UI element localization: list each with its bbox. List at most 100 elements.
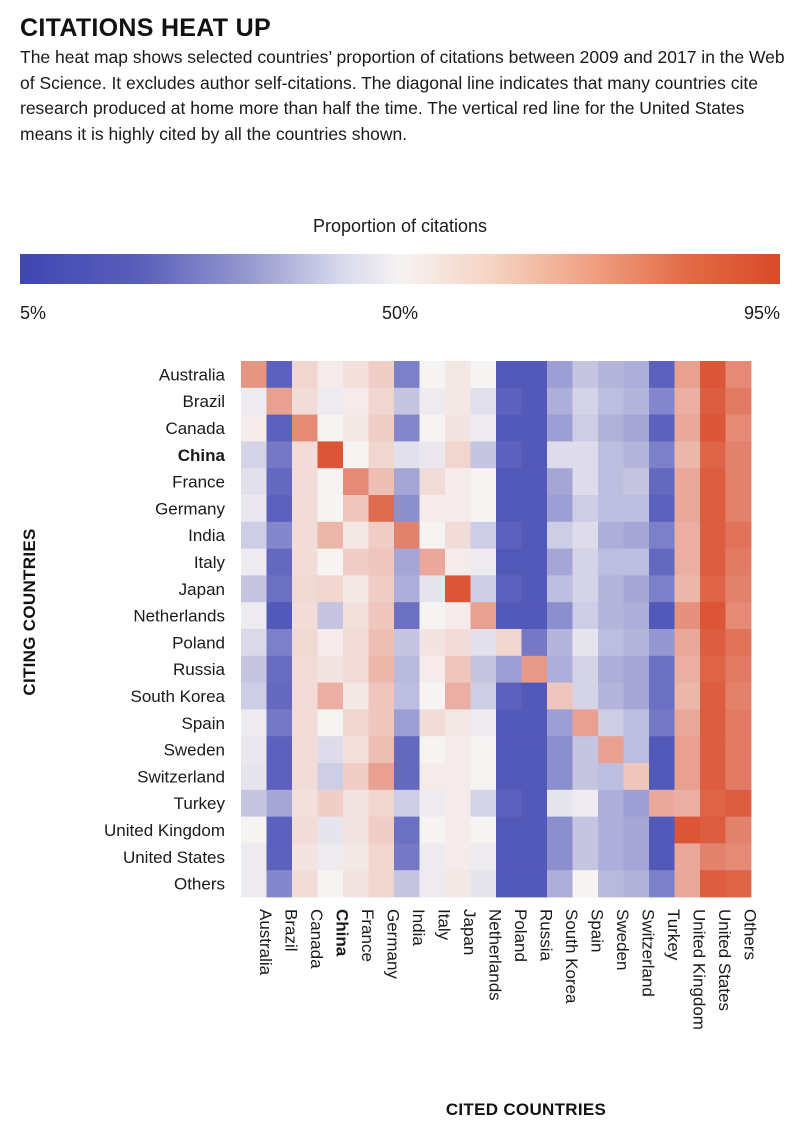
heatmap-cell-switzerland-russia: [521, 763, 548, 791]
heatmap-cell-switzerland-switzerland: [623, 763, 650, 791]
heatmap-cell-spain-canada: [292, 709, 318, 737]
heatmap-cell-united-kingdom-others: [725, 816, 752, 844]
heatmap-cell-united-kingdom-united-states: [700, 816, 726, 844]
row-label-brazil: Brazil: [182, 392, 225, 411]
heatmap-cell-netherlands-china: [317, 602, 344, 630]
heatmap-cell-canada-others: [725, 414, 752, 442]
heatmap-cell-india-netherlands: [470, 521, 497, 549]
heatmap-cell-spain-turkey: [649, 709, 675, 737]
heatmap-cell-turkey-japan: [445, 789, 471, 817]
heatmap-cell-canada-spain: [572, 414, 599, 442]
heatmap-cell-japan-spain: [572, 575, 599, 603]
heatmap-cell-turkey-south-korea: [547, 789, 573, 817]
heatmap-cell-south-korea-italy: [419, 682, 446, 710]
heatmap-cell-russia-others: [725, 655, 752, 683]
heatmap-cell-france-sweden: [598, 468, 624, 496]
heatmap-cell-united-kingdom-canada: [292, 816, 318, 844]
heatmap-cell-united-states-switzerland: [623, 843, 650, 871]
heatmap-cell-turkey-poland: [496, 789, 522, 817]
heatmap-cell-china-spain: [572, 441, 599, 469]
heatmap-cell-germany-japan: [445, 495, 471, 523]
heatmap-cell-south-korea-sweden: [598, 682, 624, 710]
heatmap-cell-russia-germany: [368, 655, 395, 683]
heatmap-cell-others-australia: [241, 870, 267, 898]
heatmap-cell-canada-russia: [521, 414, 548, 442]
heatmap-cell-sweden-netherlands: [470, 736, 497, 764]
heatmap-cell-sweden-germany: [368, 736, 395, 764]
heatmap-cell-france-united-kingdom: [674, 468, 701, 496]
heatmap-cell-united-states-spain: [572, 843, 599, 871]
heatmap-cell-russia-south-korea: [547, 655, 573, 683]
heatmap-cell-france-spain: [572, 468, 599, 496]
heatmap-cell-south-korea-united-kingdom: [674, 682, 701, 710]
heatmap-cell-united-kingdom-sweden: [598, 816, 624, 844]
heatmap-cell-brazil-australia: [241, 387, 267, 415]
heatmap-cell-united-kingdom-germany: [368, 816, 395, 844]
heatmap-cell-poland-germany: [368, 629, 395, 657]
heatmap-cell-germany-south-korea: [547, 495, 573, 523]
heatmap-cell-brazil-netherlands: [470, 387, 497, 415]
heatmap-cell-france-south-korea: [547, 468, 573, 496]
heatmap-cell-switzerland-united-kingdom: [674, 763, 701, 791]
heatmap-cell-poland-netherlands: [470, 629, 497, 657]
heatmap-cell-canada-sweden: [598, 414, 624, 442]
heatmap-cell-japan-australia: [241, 575, 267, 603]
heatmap-cell-south-korea-russia: [521, 682, 548, 710]
heatmap-cell-japan-india: [394, 575, 420, 603]
heatmap-cell-poland-russia: [521, 629, 548, 657]
heatmap-cell-china-italy: [419, 441, 446, 469]
column-label-south-korea: South Korea: [562, 909, 581, 1004]
heatmap-cell-japan-others: [725, 575, 752, 603]
heatmap-cell-united-kingdom-poland: [496, 816, 522, 844]
heatmap-cell-france-united-states: [700, 468, 726, 496]
heatmap-cell-china-brazil: [266, 441, 293, 469]
heatmap-cell-china-switzerland: [623, 441, 650, 469]
heatmap-cell-italy-italy: [419, 548, 446, 576]
heatmap-cell-japan-brazil: [266, 575, 293, 603]
heatmap-cell-turkey-russia: [521, 789, 548, 817]
heatmap-cell-united-states-australia: [241, 843, 267, 871]
heatmap-cell-united-states-canada: [292, 843, 318, 871]
heatmap-cell-canada-japan: [445, 414, 471, 442]
row-label-india: India: [188, 526, 225, 545]
heatmap-cell-canada-south-korea: [547, 414, 573, 442]
heatmap-cell-india-japan: [445, 521, 471, 549]
heatmap-cell-china-poland: [496, 441, 522, 469]
heatmap-cell-australia-poland: [496, 361, 522, 389]
heatmap-cell-switzerland-turkey: [649, 763, 675, 791]
heatmap-cell-russia-united-states: [700, 655, 726, 683]
heatmap-cell-united-states-russia: [521, 843, 548, 871]
heatmap-cell-france-france: [343, 468, 369, 496]
chart-description: The heat map shows selected countries’ p…: [20, 47, 785, 144]
heatmap-cell-others-south-korea: [547, 870, 573, 898]
heatmap-cell-canada-canada: [292, 414, 318, 442]
heatmap-cell-sweden-japan: [445, 736, 471, 764]
heatmap-cell-france-netherlands: [470, 468, 497, 496]
heatmap-cell-sweden-turkey: [649, 736, 675, 764]
heatmap-cell-france-turkey: [649, 468, 675, 496]
heatmap-cell-poland-japan: [445, 629, 471, 657]
heatmap-cell-switzerland-france: [343, 763, 369, 791]
heatmap-cell-united-states-turkey: [649, 843, 675, 871]
legend-title: Proportion of citations: [312, 216, 488, 236]
heatmap-cell-turkey-united-states: [700, 789, 726, 817]
heatmap-cell-australia-india: [394, 361, 420, 389]
heatmap-cell-united-kingdom-india: [394, 816, 420, 844]
heatmap-cell-others-germany: [368, 870, 395, 898]
heatmap-cell-switzerland-australia: [241, 763, 267, 791]
column-label-canada: Canada: [307, 909, 326, 969]
heatmap-cell-poland-canada: [292, 629, 318, 657]
heatmap-cell-netherlands-russia: [521, 602, 548, 630]
heatmap-cell-others-united-states: [700, 870, 726, 898]
heatmap-cell-south-korea-netherlands: [470, 682, 497, 710]
heatmap-cell-switzerland-india: [394, 763, 420, 791]
heatmap-cell-india-sweden: [598, 521, 624, 549]
column-label-switzerland: Switzerland: [638, 909, 657, 997]
heatmap-cell-australia-italy: [419, 361, 446, 389]
heatmap-cell-canada-china: [317, 414, 344, 442]
heatmap-cell-turkey-united-kingdom: [674, 789, 701, 817]
heatmap-cell-united-states-south-korea: [547, 843, 573, 871]
heatmap-cell-spain-spain: [572, 709, 599, 737]
heatmap-cell-japan-united-states: [700, 575, 726, 603]
heatmap-cell-australia-spain: [572, 361, 599, 389]
